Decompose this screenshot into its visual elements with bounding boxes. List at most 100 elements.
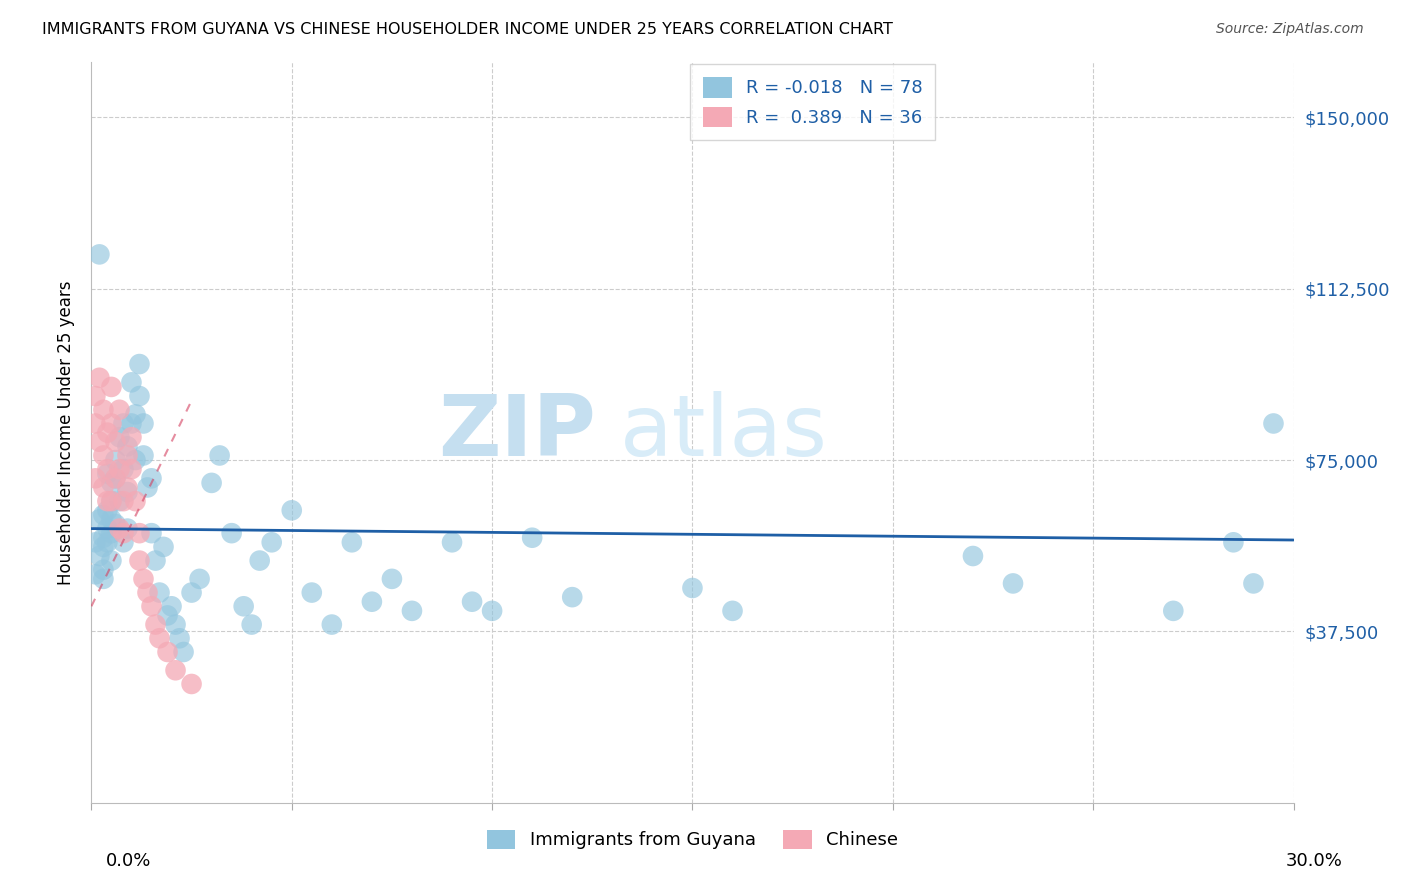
Point xyxy=(180,677,202,691)
Point xyxy=(461,595,484,609)
Point xyxy=(104,434,127,449)
Point xyxy=(301,585,323,599)
Point xyxy=(962,549,984,563)
Point xyxy=(108,402,131,417)
Point xyxy=(152,540,174,554)
Point xyxy=(169,632,191,646)
Point xyxy=(124,453,146,467)
Point xyxy=(89,512,111,526)
Point xyxy=(93,540,115,554)
Point xyxy=(96,503,118,517)
Point xyxy=(1263,417,1285,431)
Point xyxy=(201,475,224,490)
Point xyxy=(145,617,167,632)
Point xyxy=(136,480,159,494)
Point xyxy=(240,617,263,632)
Point xyxy=(96,467,118,481)
Point xyxy=(136,585,159,599)
Point xyxy=(208,449,231,463)
Point xyxy=(124,408,146,422)
Point xyxy=(401,604,423,618)
Point xyxy=(128,357,150,371)
Point xyxy=(141,471,163,485)
Point xyxy=(128,526,150,541)
Point xyxy=(112,462,135,476)
Point xyxy=(128,553,150,567)
Text: 0.0%: 0.0% xyxy=(105,852,150,870)
Point xyxy=(100,475,122,490)
Point xyxy=(141,526,163,541)
Text: ZIP: ZIP xyxy=(439,391,596,475)
Point xyxy=(1222,535,1244,549)
Point xyxy=(108,462,131,476)
Point xyxy=(132,572,155,586)
Point xyxy=(260,535,283,549)
Point xyxy=(112,526,135,541)
Point xyxy=(104,471,127,485)
Point xyxy=(360,595,382,609)
Point xyxy=(89,371,111,385)
Y-axis label: Householder Income Under 25 years: Householder Income Under 25 years xyxy=(58,280,76,585)
Point xyxy=(173,645,195,659)
Point xyxy=(112,494,135,508)
Point xyxy=(381,572,404,586)
Point xyxy=(100,526,122,541)
Point xyxy=(249,553,271,567)
Point xyxy=(100,417,122,431)
Point xyxy=(96,522,118,536)
Point xyxy=(96,462,118,476)
Point xyxy=(121,430,143,444)
Point xyxy=(93,402,115,417)
Point xyxy=(128,389,150,403)
Point xyxy=(121,462,143,476)
Point xyxy=(117,449,139,463)
Text: atlas: atlas xyxy=(620,391,828,475)
Point xyxy=(124,494,146,508)
Point xyxy=(89,549,111,563)
Text: Source: ZipAtlas.com: Source: ZipAtlas.com xyxy=(1216,22,1364,37)
Point xyxy=(1001,576,1024,591)
Point xyxy=(148,632,170,646)
Point xyxy=(96,535,118,549)
Point xyxy=(108,430,131,444)
Point xyxy=(112,417,135,431)
Point xyxy=(108,522,131,536)
Point xyxy=(108,494,131,508)
Point xyxy=(340,535,363,549)
Point xyxy=(117,522,139,536)
Point xyxy=(232,599,254,614)
Point xyxy=(561,590,583,604)
Point xyxy=(188,572,211,586)
Point xyxy=(104,453,127,467)
Point xyxy=(84,471,107,485)
Point xyxy=(100,512,122,526)
Text: IMMIGRANTS FROM GUYANA VS CHINESE HOUSEHOLDER INCOME UNDER 25 YEARS CORRELATION : IMMIGRANTS FROM GUYANA VS CHINESE HOUSEH… xyxy=(42,22,893,37)
Point xyxy=(112,535,135,549)
Point xyxy=(117,439,139,453)
Point xyxy=(93,563,115,577)
Point xyxy=(165,663,187,677)
Point xyxy=(100,494,122,508)
Point xyxy=(84,567,107,582)
Point xyxy=(93,480,115,494)
Point xyxy=(522,531,544,545)
Point xyxy=(89,434,111,449)
Point xyxy=(104,471,127,485)
Point xyxy=(721,604,744,618)
Point xyxy=(93,572,115,586)
Text: 30.0%: 30.0% xyxy=(1286,852,1343,870)
Point xyxy=(100,494,122,508)
Point xyxy=(89,247,111,261)
Point xyxy=(96,425,118,440)
Point xyxy=(681,581,703,595)
Point xyxy=(145,553,167,567)
Point xyxy=(132,417,155,431)
Point xyxy=(481,604,503,618)
Point xyxy=(84,417,107,431)
Point xyxy=(93,508,115,522)
Point xyxy=(148,585,170,599)
Point xyxy=(96,494,118,508)
Point xyxy=(165,617,187,632)
Point xyxy=(117,480,139,494)
Point xyxy=(156,608,179,623)
